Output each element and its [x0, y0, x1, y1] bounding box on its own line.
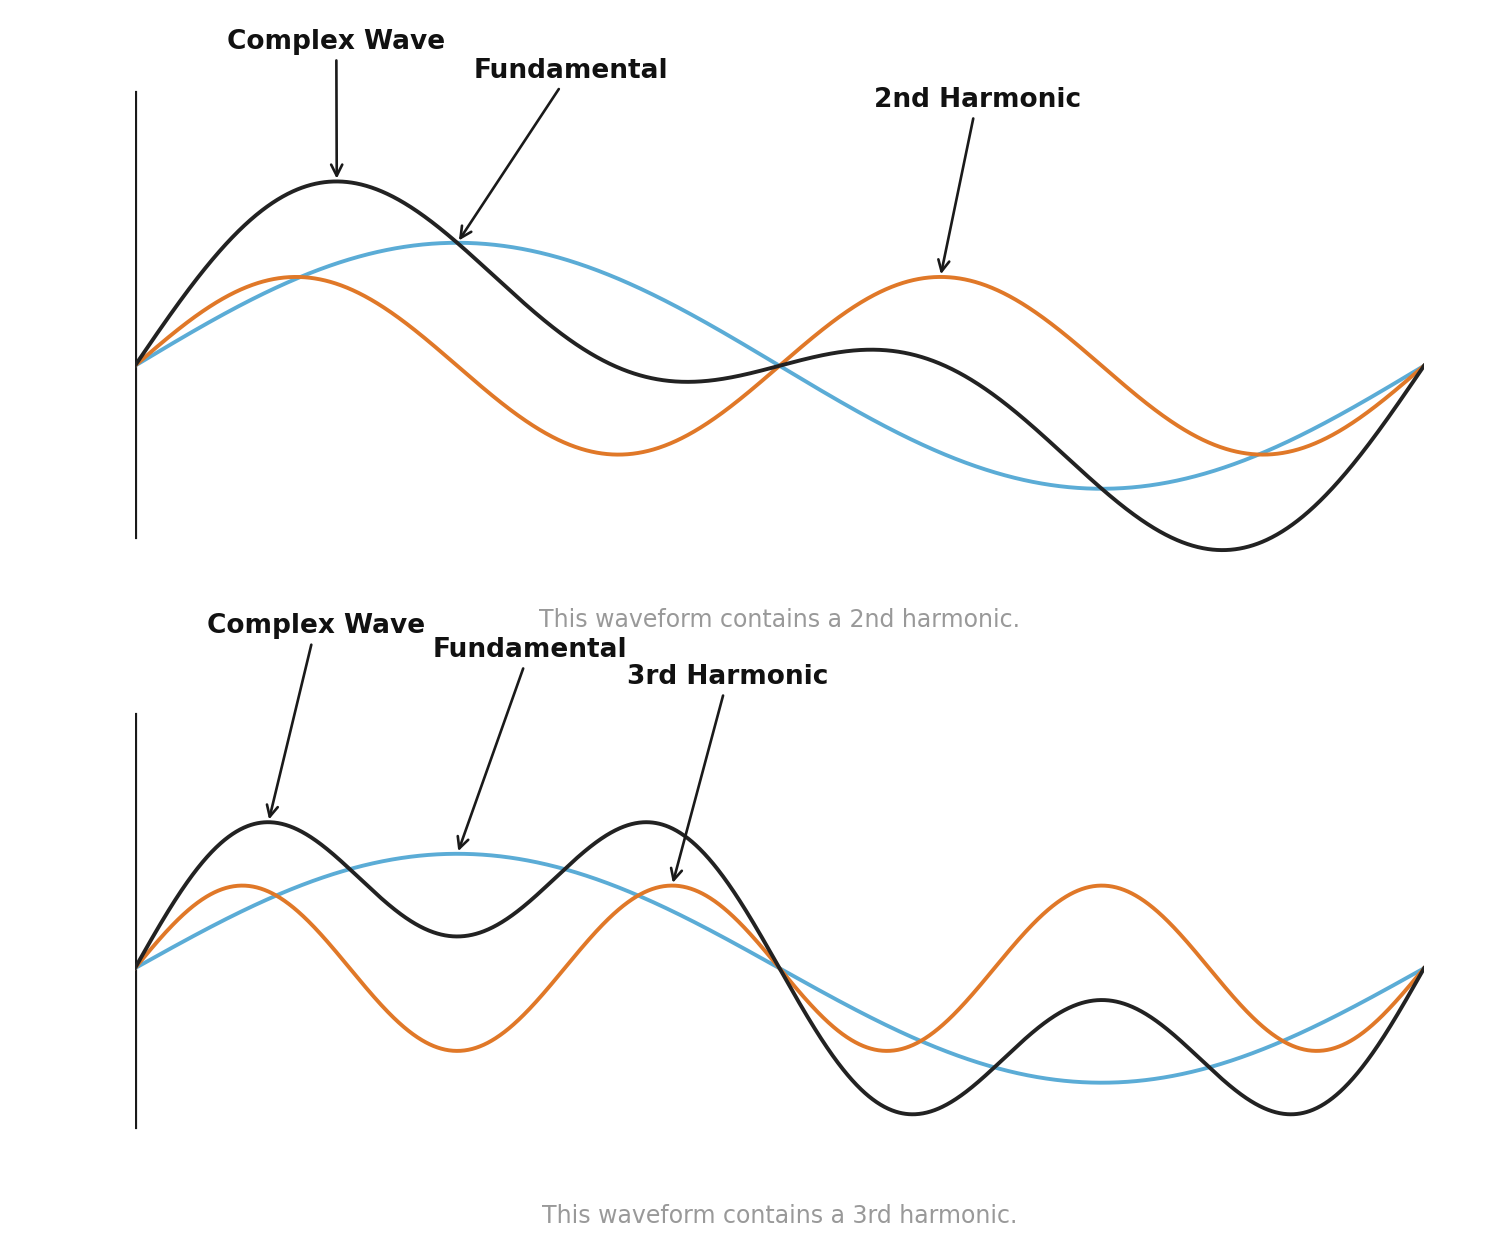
Text: 2nd Harmonic: 2nd Harmonic [874, 87, 1081, 271]
Text: This waveform contains a 3rd harmonic.: This waveform contains a 3rd harmonic. [541, 1203, 1018, 1228]
Text: Fundamental: Fundamental [460, 58, 669, 238]
Text: Complex Wave: Complex Wave [207, 613, 424, 816]
Text: This waveform contains a 2nd harmonic.: This waveform contains a 2nd harmonic. [540, 608, 1019, 632]
Text: 3rd Harmonic: 3rd Harmonic [627, 664, 829, 880]
Text: Fundamental: Fundamental [432, 637, 627, 848]
Text: Complex Wave: Complex Wave [228, 29, 445, 175]
